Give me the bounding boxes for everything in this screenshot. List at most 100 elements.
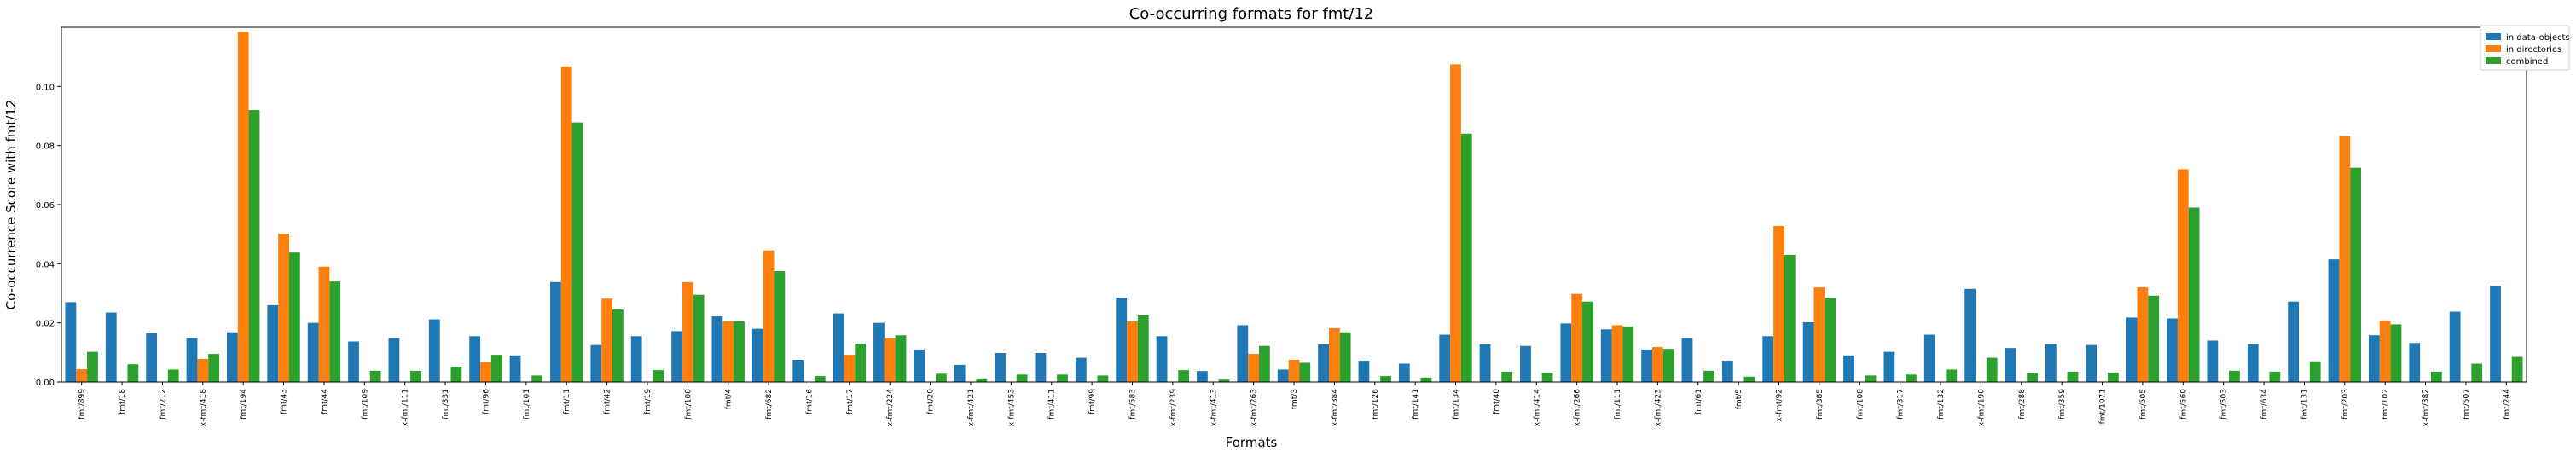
bar-0-6 <box>307 322 319 382</box>
legend-swatch-1 <box>2486 45 2501 52</box>
x-tick-label-1: fmt/18 <box>119 389 127 414</box>
bar-0-10 <box>469 336 481 382</box>
bar-0-41 <box>1721 361 1733 382</box>
bar-0-27 <box>1156 336 1168 382</box>
bar-1-26 <box>1127 321 1138 382</box>
bar-0-29 <box>1237 325 1249 382</box>
bar-0-53 <box>2207 340 2219 382</box>
bar-2-10 <box>490 355 502 382</box>
bar-0-50 <box>2086 344 2097 382</box>
x-tick-label-17: fmt/682 <box>765 389 774 419</box>
bar-0-1 <box>105 312 117 382</box>
bar-0-48 <box>2005 348 2016 382</box>
legend-swatch-2 <box>2486 57 2501 64</box>
x-tick-label-13: fmt/42 <box>604 389 612 414</box>
bar-2-18 <box>814 376 826 382</box>
x-tick-label-16: fmt/4 <box>725 389 734 409</box>
x-tick-label-59: fmt/507 <box>2463 389 2471 419</box>
bar-2-35 <box>1501 371 1513 382</box>
bar-0-54 <box>2247 344 2259 382</box>
x-tick-label-18: fmt/16 <box>805 389 814 414</box>
bar-0-5 <box>267 304 279 382</box>
x-tick-label-34: fmt/134 <box>1453 389 1461 419</box>
x-tick-label-12: fmt/11 <box>563 389 571 414</box>
bar-1-17 <box>763 250 775 382</box>
x-tick-label-56: fmt/203 <box>2341 389 2350 419</box>
bar-1-39 <box>1652 347 1663 382</box>
x-axis: fmt/899 fmt/18 fmt/212 x-fmt/418 fmt/194 fmt/… <box>78 382 2511 427</box>
bar-1-38 <box>1611 325 1623 382</box>
x-tick-label-36: x-fmt/414 <box>1533 389 1541 427</box>
bar-0-7 <box>348 341 359 382</box>
bar-0-46 <box>1923 334 1935 382</box>
bar-2-9 <box>450 366 462 382</box>
bar-0-38 <box>1600 329 1612 382</box>
bar-2-34 <box>1460 133 1472 383</box>
bar-2-51 <box>2148 295 2160 382</box>
bar-2-41 <box>1743 376 1755 382</box>
bar-1-19 <box>844 355 856 382</box>
x-tick-label-47: x-fmt/190 <box>1977 389 1986 427</box>
series-2 <box>87 110 2523 383</box>
bar-2-44 <box>1865 375 1877 382</box>
bar-0-20 <box>873 322 885 382</box>
bar-2-37 <box>1582 301 1593 382</box>
bar-1-52 <box>2177 169 2189 382</box>
x-tick-label-42: x-fmt/92 <box>1776 389 1784 422</box>
bar-2-21 <box>936 373 947 382</box>
bar-0-58 <box>2409 343 2421 382</box>
bar-0-25 <box>1075 357 1087 382</box>
bar-0-17 <box>751 328 763 382</box>
bar-0-8 <box>388 338 400 382</box>
bar-1-0 <box>76 369 88 382</box>
x-tick-label-52: fmt/560 <box>2179 389 2188 419</box>
x-tick-label-8: x-fmt/111 <box>402 389 410 426</box>
bar-2-1 <box>127 364 139 382</box>
x-tick-label-20: x-fmt/224 <box>886 389 895 427</box>
bar-2-60 <box>2511 356 2523 382</box>
x-tick-label-0: fmt/899 <box>78 389 87 419</box>
bar-2-11 <box>531 375 543 382</box>
bar-0-32 <box>1358 361 1370 382</box>
bar-2-47 <box>1986 357 1998 382</box>
bar-2-55 <box>2309 361 2321 382</box>
x-tick-label-35: fmt/40 <box>1493 389 1501 414</box>
x-tick-label-19: fmt/17 <box>846 389 855 414</box>
x-tick-label-30: fmt/3 <box>1291 389 1299 409</box>
x-tick-label-21: fmt/20 <box>927 389 936 414</box>
x-tick-label-4: fmt/194 <box>240 389 248 419</box>
bar-2-40 <box>1703 370 1714 382</box>
x-tick-label-28: x-fmt/413 <box>1210 389 1218 426</box>
x-tick-label-55: fmt/131 <box>2300 389 2309 419</box>
bar-2-13 <box>612 309 624 382</box>
legend-label-2: combined <box>2506 57 2548 67</box>
x-tick-label-31: x-fmt/384 <box>1331 389 1339 427</box>
bar-2-5 <box>288 252 300 382</box>
bar-0-57 <box>2368 335 2380 382</box>
bar-2-17 <box>774 271 786 382</box>
x-tick-label-51: fmt/505 <box>2139 389 2148 419</box>
bar-2-30 <box>1299 362 1311 382</box>
x-tick-label-24: fmt/411 <box>1048 389 1057 419</box>
bar-2-6 <box>329 281 341 382</box>
bar-1-43 <box>1813 287 1825 382</box>
bar-0-0 <box>65 302 77 382</box>
x-tick-label-23: x-fmt/453 <box>1007 389 1016 426</box>
bar-0-59 <box>2449 311 2461 382</box>
y-tick-label-2: 0.04 <box>36 260 55 269</box>
bar-2-19 <box>855 343 867 382</box>
bar-1-37 <box>1571 293 1583 382</box>
bar-2-58 <box>2430 371 2442 382</box>
plot-area <box>61 26 2527 383</box>
x-tick-label-46: fmt/132 <box>1937 389 1946 419</box>
x-tick-label-14: fmt/19 <box>644 389 653 414</box>
x-tick-label-50: fmt/1071 <box>2099 389 2108 424</box>
bar-0-43 <box>1802 321 1814 382</box>
bar-2-12 <box>571 122 583 382</box>
x-tick-label-57: fmt/102 <box>2382 389 2390 419</box>
legend-box <box>2480 25 2570 71</box>
bar-2-16 <box>734 321 745 382</box>
bar-0-56 <box>2328 259 2340 382</box>
bar-0-60 <box>2490 286 2501 382</box>
x-tick-label-44: fmt/108 <box>1856 389 1865 419</box>
